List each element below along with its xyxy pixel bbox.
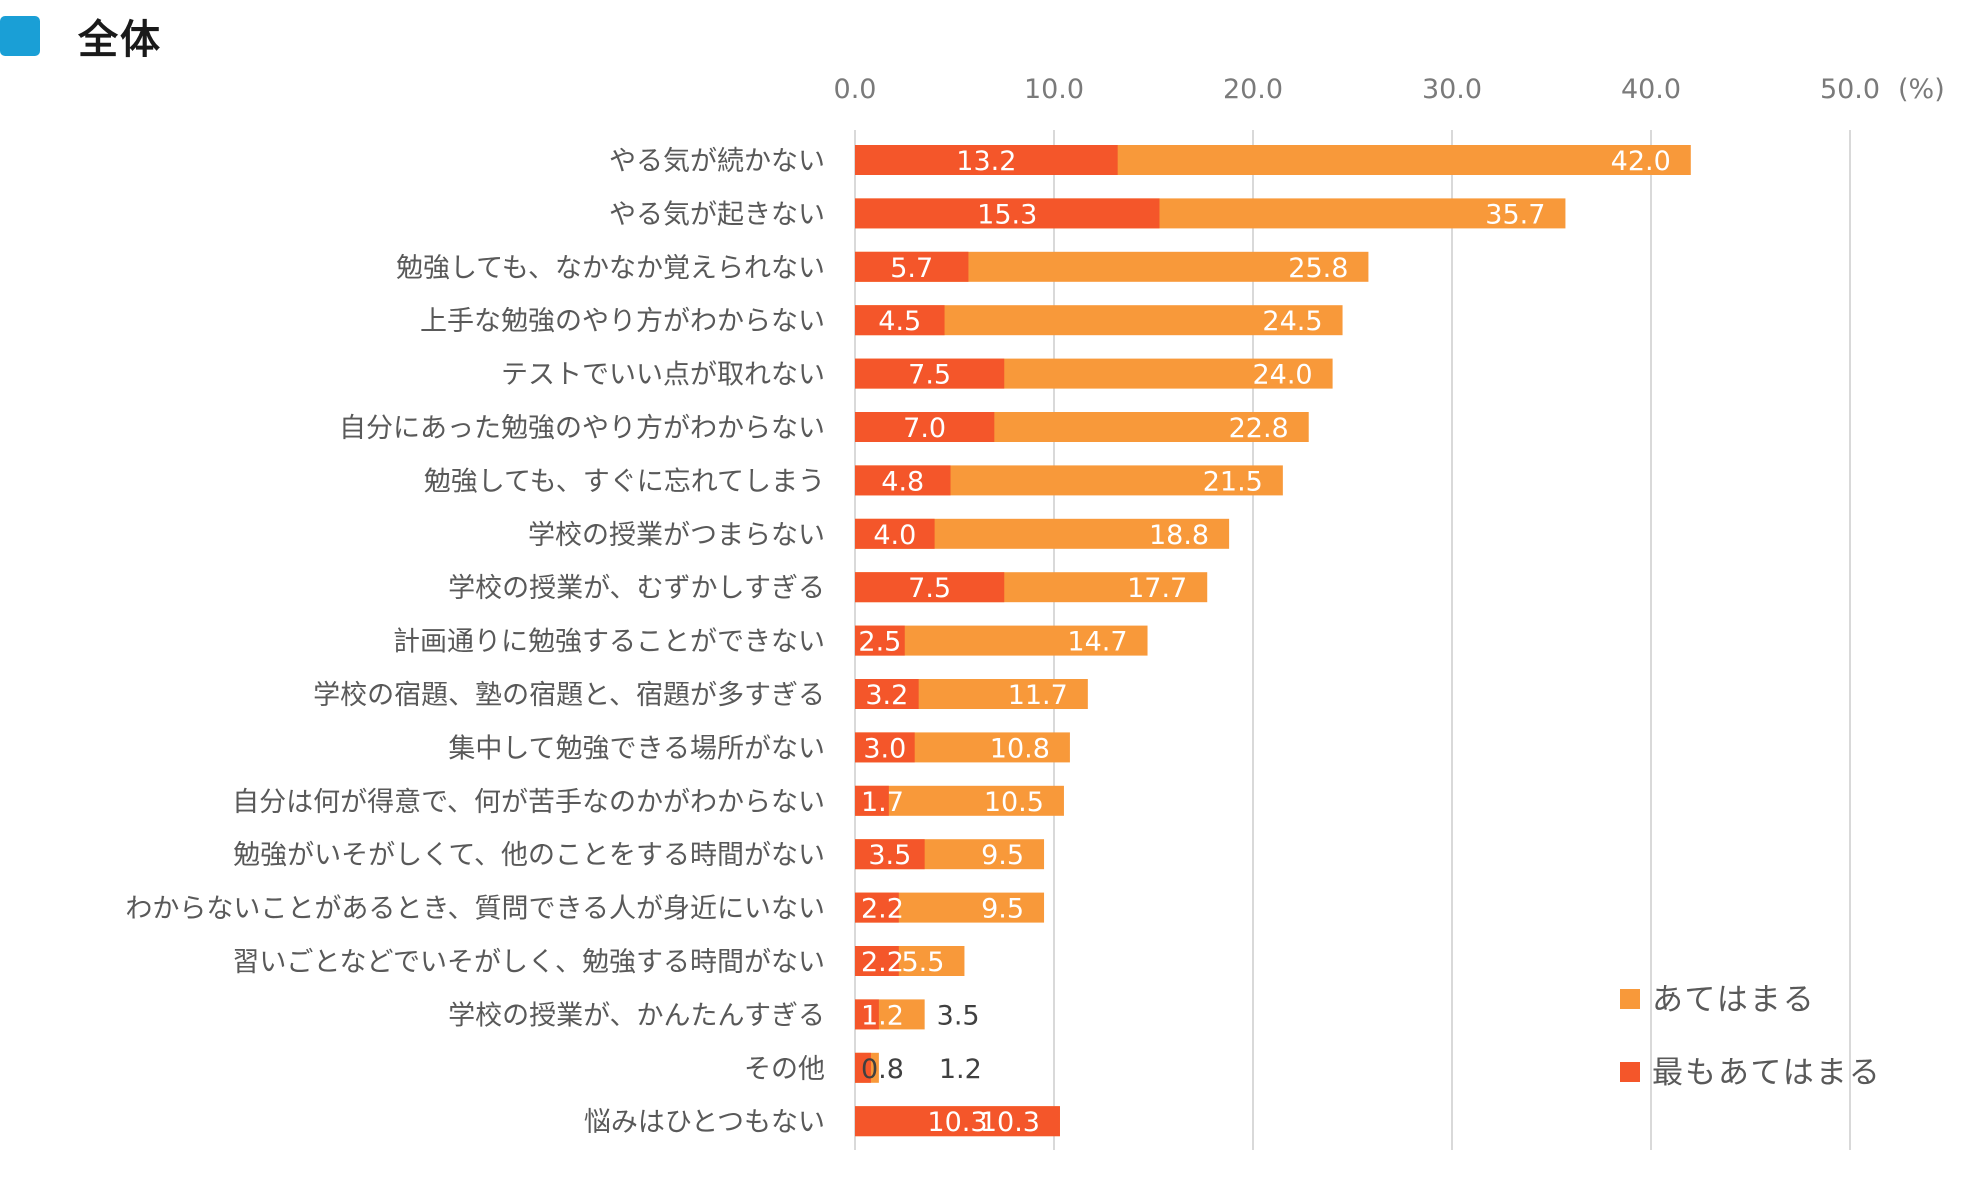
- data-label-total: 14.7: [1067, 627, 1127, 658]
- data-label-total: 18.8: [1149, 520, 1209, 551]
- data-label-total: 10.8: [990, 733, 1050, 764]
- bar-most: [855, 999, 879, 1030]
- data-label-most: 3.2: [865, 680, 908, 711]
- category-label: 自分にあった勉強のやり方がわからない: [339, 413, 825, 444]
- category-label: 上手な勉強のやり方がわからない: [420, 306, 825, 337]
- data-label-total: 42.0: [1611, 146, 1671, 177]
- data-label-most: 4.0: [873, 520, 916, 551]
- bar-most: [855, 839, 925, 870]
- data-label-most: 5.7: [890, 253, 933, 284]
- data-label-most: 4.8: [881, 466, 924, 497]
- bar-most: [855, 145, 1118, 175]
- category-label: 学校の授業がつまらない: [528, 520, 825, 551]
- bars: [855, 145, 1691, 1137]
- chart-title: 全体: [78, 17, 162, 63]
- bar-total: [855, 785, 1064, 816]
- category-label: 勉強しても、なかなか覚えられない: [396, 253, 825, 284]
- data-label-most: 2.2: [861, 894, 904, 925]
- bar-most: [855, 465, 951, 496]
- category-label: テストでいい点が取れない: [501, 360, 825, 391]
- chart-header: 全体: [0, 8, 162, 64]
- data-label-total: 10.3: [980, 1107, 1040, 1138]
- data-label-most: 2.2: [861, 947, 904, 978]
- category-label: 勉強がいそがしくて、他のことをする時間がない: [233, 840, 825, 871]
- bar-most: [855, 892, 899, 923]
- data-label-total: 9.5: [981, 894, 1024, 925]
- data-label-total: 1.2: [939, 1054, 982, 1085]
- data-label-total: 9.5: [981, 840, 1024, 871]
- data-label-most: 2.5: [858, 627, 901, 658]
- category-label: 勉強しても、すぐに忘れてしまう: [424, 466, 825, 497]
- legend-label-total: あてはまる: [1652, 982, 1816, 1018]
- data-label-most: 4.5: [878, 306, 921, 337]
- data-label-total: 35.7: [1485, 199, 1545, 230]
- data-label-total: 3.5: [937, 1000, 980, 1031]
- category-label: やる気が起きない: [609, 199, 825, 230]
- bar-most: [855, 198, 1160, 229]
- data-label-total: 24.5: [1262, 306, 1322, 337]
- data-label-most: 0.8: [861, 1054, 904, 1085]
- bar-most: [855, 946, 899, 976]
- category-label: 自分は何が得意で、何が苦手なのかがわからない: [232, 787, 825, 818]
- bar-most: [855, 785, 889, 816]
- data-label-most: 7.5: [908, 573, 951, 604]
- bar-most: [855, 625, 905, 656]
- bar-most: [855, 1106, 1060, 1137]
- bar-most: [855, 518, 935, 549]
- data-label-most: 1.2: [861, 1000, 904, 1031]
- x-tick-label: 0.0: [834, 74, 877, 105]
- x-tick-label: 20.0: [1223, 74, 1283, 105]
- data-label-most: 15.3: [977, 199, 1037, 230]
- x-tick-label: 40.0: [1621, 74, 1681, 105]
- data-label-most: 3.5: [868, 840, 911, 871]
- title-marker-square: [0, 16, 40, 56]
- legend-swatch-most: [1620, 1062, 1640, 1082]
- category-label: 計画通りに勉強することができない: [393, 627, 825, 658]
- data-label-most: 13.2: [956, 146, 1016, 177]
- legend-swatch-total: [1620, 989, 1640, 1009]
- bar-most: [855, 305, 945, 336]
- bar-most: [855, 732, 915, 763]
- data-label-total: 11.7: [1008, 680, 1068, 711]
- legend-label-most: 最もあてはまる: [1652, 1055, 1882, 1091]
- x-tick-label: 10.0: [1024, 74, 1084, 105]
- category-label: 学校の宿題、塾の宿題と、宿題が多すぎる: [313, 680, 825, 711]
- bar-most: [855, 358, 1005, 389]
- category-label: 学校の授業が、かんたんすぎる: [448, 1000, 825, 1031]
- data-label-total: 24.0: [1252, 360, 1312, 391]
- data-label-total: 22.8: [1229, 413, 1289, 444]
- data-label-total: 25.8: [1288, 253, 1348, 284]
- data-label-most: 7.5: [908, 360, 951, 391]
- category-label: 学校の授業が、むずかしすぎる: [448, 573, 825, 604]
- data-label-most: 10.3: [927, 1107, 987, 1138]
- data-label-most: 7.0: [903, 413, 946, 444]
- category-label: 悩みはひとつもない: [584, 1107, 825, 1138]
- category-label: 集中して勉強できる場所がない: [448, 733, 825, 764]
- legend: あてはまる 最もあてはまる: [1620, 982, 1882, 1091]
- data-label-total: 17.7: [1127, 573, 1187, 604]
- data-label-most: 3.0: [863, 733, 906, 764]
- category-label: 習いごとなどでいそがしく、勉強する時間がない: [232, 947, 825, 978]
- category-labels: やる気が続かないやる気が起きない勉強しても、なかなか覚えられない上手な勉強のやり…: [125, 146, 825, 1138]
- bar-most: [855, 572, 1005, 603]
- data-label-total: 10.5: [984, 787, 1044, 818]
- bar-most: [855, 1052, 871, 1083]
- data-label-most: 1.7: [861, 787, 904, 818]
- bar-most: [855, 679, 919, 709]
- x-tick-label: 50.0: [1820, 74, 1880, 105]
- category-label: わからないことがあるとき、質問できる人が身近にいない: [125, 894, 825, 925]
- x-axis-ticks: 0.0 10.0 20.0 30.0 40.0 50.0: [834, 74, 1881, 105]
- x-axis-unit-label: (%): [1898, 74, 1945, 105]
- data-label-total: 21.5: [1203, 466, 1263, 497]
- category-label: やる気が続かない: [609, 146, 825, 177]
- bar-most: [855, 251, 969, 282]
- x-tick-label: 30.0: [1422, 74, 1482, 105]
- category-label: その他: [744, 1054, 825, 1085]
- data-label-total: 5.5: [901, 947, 944, 978]
- data-labels: 13.2 42.0 15.3 35.7 5.7 25.8 4.5 24.5 7.5 24.0 7.0…: [858, 146, 1670, 1138]
- bar-most: [855, 412, 995, 442]
